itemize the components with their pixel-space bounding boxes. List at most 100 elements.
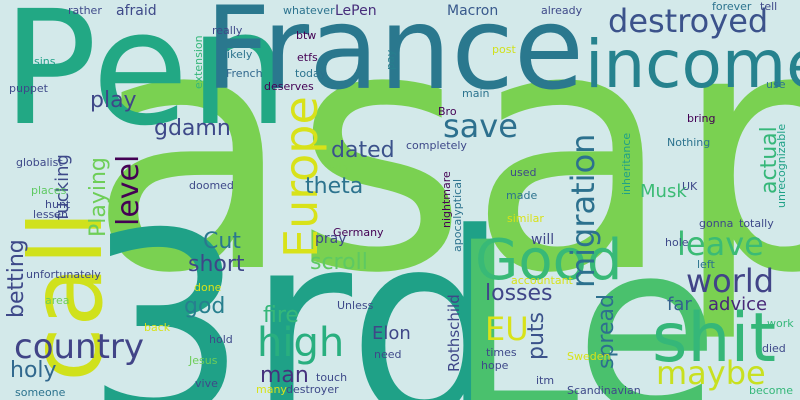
word-country: country — [14, 327, 145, 367]
word-puts: puts — [524, 312, 549, 360]
word-work: work — [767, 317, 794, 330]
word-playing: Playing — [86, 157, 111, 237]
word-btw: btw — [296, 29, 317, 42]
word-someone: someone — [15, 386, 66, 399]
word-eu: EU — [485, 310, 529, 348]
word-betting: betting — [4, 239, 29, 318]
word-germany: Germany — [333, 226, 384, 239]
word-area: area — [45, 294, 70, 307]
word-far: far — [667, 294, 692, 315]
word-musk: Musk — [640, 181, 687, 202]
word-theta: theta — [305, 174, 364, 199]
word-deserves: deserves — [264, 80, 314, 93]
word-lepen: LePen — [335, 3, 377, 19]
word-similar: similar — [507, 212, 544, 225]
word-extension: extension — [192, 35, 205, 89]
word-play: play — [90, 88, 137, 113]
word-gdamn: gdamn — [154, 116, 231, 141]
word-uk: UK — [682, 180, 698, 193]
word-hunt: hunt — [45, 198, 71, 211]
word-migration: migration — [564, 133, 602, 288]
word-scroll: scroll — [310, 250, 368, 275]
word-asap: asap — [88, 0, 800, 347]
word-accountant: accountant — [511, 274, 573, 287]
word-short: short — [188, 252, 245, 277]
word-rather: rather — [68, 4, 102, 17]
word-times: times — [486, 346, 517, 359]
word-win: win — [329, 161, 349, 174]
word-pay: pay — [384, 49, 397, 70]
word-back: back — [144, 321, 171, 334]
word-use: use — [766, 78, 786, 91]
word-level: level — [111, 154, 146, 226]
word-left: left — [697, 258, 715, 271]
word-unfortunately: unfortunately — [26, 268, 101, 281]
word-used: used — [510, 166, 537, 179]
word-hole: hole — [665, 236, 689, 249]
word-income: income — [585, 26, 800, 103]
word-died: died — [762, 342, 786, 355]
word-le: Le — [448, 193, 720, 400]
word-3rd: 3rd — [85, 179, 510, 400]
word-maybe: maybe — [656, 354, 766, 392]
word-puppet: puppet — [9, 82, 48, 95]
word-apocalyptical: apocalyptical — [451, 178, 464, 252]
word-losses: losses — [485, 281, 553, 306]
word-today: today — [295, 67, 327, 80]
word-forever: forever — [712, 0, 752, 13]
word-afraid: afraid — [116, 3, 157, 19]
word-already: already — [541, 4, 583, 17]
word-holy: holy — [10, 358, 57, 383]
word-sins: sins — [34, 55, 56, 68]
word-scandinavian: Scandinavian — [567, 384, 641, 397]
word-rothschild: Rothschild — [445, 294, 463, 372]
word-unrecognizable: unrecognizable — [775, 123, 788, 208]
word-advice: advice — [708, 294, 768, 315]
word-lessen: lessen — [33, 208, 69, 221]
word-macron: Macron — [447, 3, 499, 19]
word-places: places — [31, 184, 67, 197]
word-elon: Elon — [372, 323, 411, 344]
word-french: French — [226, 67, 263, 80]
word-pen: Pen — [2, 0, 289, 161]
word-tell: tell — [760, 0, 778, 13]
word-completely: completely — [406, 139, 467, 152]
word-post: post — [492, 43, 516, 56]
word-really: really — [212, 24, 243, 37]
word-doomed: doomed — [189, 179, 234, 192]
word-globalist: globalist — [16, 156, 63, 169]
word-dated: dated — [331, 138, 395, 163]
word-whatever: whatever — [283, 4, 335, 17]
word-bro: Bro — [438, 105, 457, 118]
word-jesus: Jesus — [189, 354, 218, 367]
word-become: become — [749, 384, 794, 397]
word-unless: Unless — [337, 299, 374, 312]
word-nothing: Nothing — [667, 136, 711, 149]
word-france: France — [205, 0, 585, 115]
word-etfs: etfs — [297, 51, 318, 64]
word-likely: likely — [224, 48, 253, 61]
word-high: high — [257, 320, 345, 366]
word-gonna: gonna — [699, 217, 734, 230]
word-shit: shit — [652, 299, 777, 378]
word-done: done — [194, 281, 222, 294]
word-fire: fire — [263, 303, 299, 328]
word-sweden: Sweden — [567, 350, 611, 363]
word-leave: leave — [677, 225, 764, 263]
word-world: world — [686, 262, 775, 300]
word-touch: touch — [316, 371, 348, 384]
word-need: need — [374, 348, 402, 361]
word-man: man — [260, 363, 309, 388]
word-save: save — [443, 107, 518, 145]
word-god: god — [184, 294, 226, 319]
word-totally: totally — [739, 217, 774, 230]
word-pray: pray — [315, 231, 347, 247]
word-inheritance: inheritance — [620, 132, 633, 195]
word-main: main — [462, 87, 490, 100]
word-destroyed: destroyed — [608, 2, 769, 40]
word-many: many — [256, 383, 287, 396]
word-hope: hope — [481, 359, 509, 372]
word-itm: itm — [536, 374, 555, 387]
word-cut: Cut — [203, 229, 241, 254]
